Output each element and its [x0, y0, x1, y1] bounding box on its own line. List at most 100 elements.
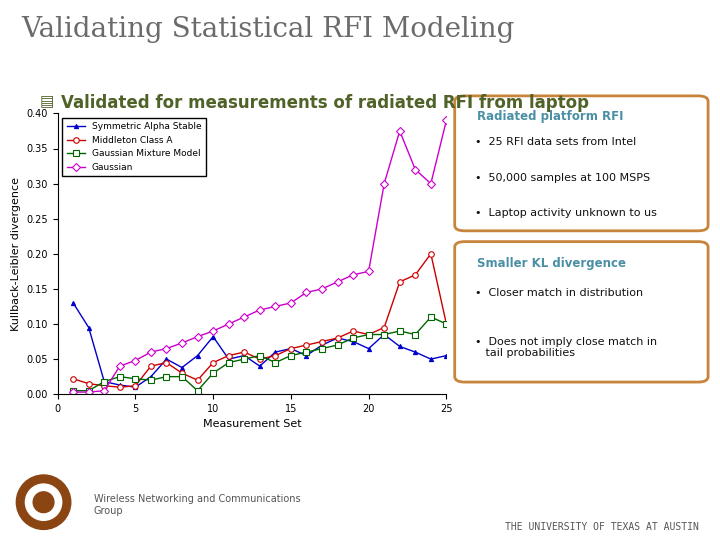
Y-axis label: Kullback-Leibler divergence: Kullback-Leibler divergence: [11, 177, 21, 331]
Symmetric Alpha Stable: [318, 342, 326, 348]
Gaussian Mixture Model: [178, 374, 186, 380]
Middleton Class A: [240, 349, 248, 355]
Middleton Class A: [364, 331, 373, 338]
Text: Radiated platform RFI: Radiated platform RFI: [477, 111, 624, 124]
Gaussian Mixture Model: [364, 331, 373, 338]
Gaussian Mixture Model: [147, 377, 156, 383]
Middleton Class A: [380, 324, 389, 330]
Line: Symmetric Alpha Stable: Symmetric Alpha Stable: [71, 301, 449, 389]
Legend: Symmetric Alpha Stable, Middleton Class A, Gaussian Mixture Model, Gaussian: Symmetric Alpha Stable, Middleton Class …: [62, 118, 206, 177]
Middleton Class A: [333, 335, 342, 341]
Middleton Class A: [426, 251, 435, 257]
Gaussian: [193, 333, 202, 340]
Gaussian Mixture Model: [69, 388, 78, 394]
Middleton Class A: [100, 382, 109, 389]
Gaussian: [240, 314, 248, 320]
Symmetric Alpha Stable: [240, 352, 248, 359]
Gaussian: [209, 328, 217, 334]
Symmetric Alpha Stable: [115, 382, 124, 388]
Middleton Class A: [147, 363, 156, 369]
Text: Wireless Networking and Communications
Group: Wireless Networking and Communications G…: [94, 494, 300, 516]
Symmetric Alpha Stable: [147, 374, 156, 380]
Symmetric Alpha Stable: [162, 356, 171, 362]
Middleton Class A: [256, 356, 264, 362]
Middleton Class A: [442, 321, 451, 327]
Middleton Class A: [69, 375, 78, 382]
Gaussian: [100, 388, 109, 394]
Middleton Class A: [84, 380, 93, 387]
Gaussian Mixture Model: [225, 360, 233, 366]
Gaussian: [411, 166, 420, 173]
Symmetric Alpha Stable: [100, 379, 109, 385]
Gaussian: [348, 272, 357, 278]
Gaussian Mixture Model: [131, 375, 140, 382]
Gaussian Mixture Model: [162, 374, 171, 380]
Gaussian: [115, 363, 124, 369]
Gaussian: [333, 279, 342, 285]
Gaussian Mixture Model: [287, 352, 295, 359]
Symmetric Alpha Stable: [84, 324, 93, 330]
Circle shape: [17, 475, 71, 529]
Gaussian: [442, 117, 451, 124]
Symmetric Alpha Stable: [380, 331, 389, 338]
Gaussian Mixture Model: [100, 379, 109, 385]
Gaussian: [131, 357, 140, 364]
Gaussian Mixture Model: [209, 370, 217, 376]
Symmetric Alpha Stable: [69, 300, 78, 306]
Text: 22: 22: [9, 78, 22, 88]
Gaussian: [147, 349, 156, 355]
Gaussian: [84, 389, 93, 395]
Symmetric Alpha Stable: [348, 338, 357, 345]
Symmetric Alpha Stable: [225, 356, 233, 362]
Gaussian: [380, 180, 389, 187]
Gaussian: [364, 268, 373, 274]
Text: ▤: ▤: [40, 94, 54, 110]
Text: •  25 RFI data sets from Intel: • 25 RFI data sets from Intel: [474, 137, 636, 147]
Symmetric Alpha Stable: [178, 364, 186, 371]
Gaussian: [225, 321, 233, 327]
Text: Validated for measurements of radiated RFI from laptop: Validated for measurements of radiated R…: [61, 94, 589, 112]
Symmetric Alpha Stable: [426, 356, 435, 362]
Gaussian: [318, 286, 326, 292]
Gaussian: [162, 346, 171, 352]
Middleton Class A: [178, 370, 186, 376]
Symmetric Alpha Stable: [287, 346, 295, 352]
Symmetric Alpha Stable: [364, 346, 373, 352]
FancyBboxPatch shape: [455, 241, 708, 382]
Middleton Class A: [302, 342, 311, 348]
Gaussian Mixture Model: [256, 352, 264, 359]
X-axis label: Measurement Set: Measurement Set: [203, 420, 301, 429]
Gaussian Mixture Model: [240, 356, 248, 362]
Gaussian Mixture Model: [333, 342, 342, 348]
Symmetric Alpha Stable: [271, 349, 279, 355]
Gaussian Mixture Model: [380, 331, 389, 338]
Middleton Class A: [193, 377, 202, 383]
Middleton Class A: [131, 382, 140, 389]
Middleton Class A: [411, 272, 420, 278]
Symmetric Alpha Stable: [209, 333, 217, 340]
Gaussian: [302, 289, 311, 296]
Text: •  Laptop activity unknown to us: • Laptop activity unknown to us: [474, 208, 657, 218]
Gaussian Mixture Model: [115, 374, 124, 380]
Middleton Class A: [115, 384, 124, 390]
Symmetric Alpha Stable: [193, 352, 202, 359]
Middleton Class A: [271, 352, 279, 359]
Line: Gaussian Mixture Model: Gaussian Mixture Model: [71, 314, 449, 394]
Middleton Class A: [287, 346, 295, 352]
Circle shape: [33, 492, 54, 512]
Middleton Class A: [162, 360, 171, 366]
FancyBboxPatch shape: [455, 96, 708, 231]
Gaussian Mixture Model: [442, 321, 451, 327]
Symmetric Alpha Stable: [131, 384, 140, 390]
Gaussian Mixture Model: [426, 314, 435, 320]
Middleton Class A: [209, 360, 217, 366]
Symmetric Alpha Stable: [442, 352, 451, 359]
Gaussian Mixture Model: [271, 360, 279, 366]
Symmetric Alpha Stable: [333, 335, 342, 341]
Symmetric Alpha Stable: [395, 343, 404, 350]
Text: Smaller KL divergence: Smaller KL divergence: [477, 256, 626, 270]
Text: •  50,000 samples at 100 MSPS: • 50,000 samples at 100 MSPS: [474, 173, 649, 183]
Gaussian Mixture Model: [193, 388, 202, 394]
Gaussian Mixture Model: [302, 349, 311, 355]
Gaussian: [178, 340, 186, 346]
